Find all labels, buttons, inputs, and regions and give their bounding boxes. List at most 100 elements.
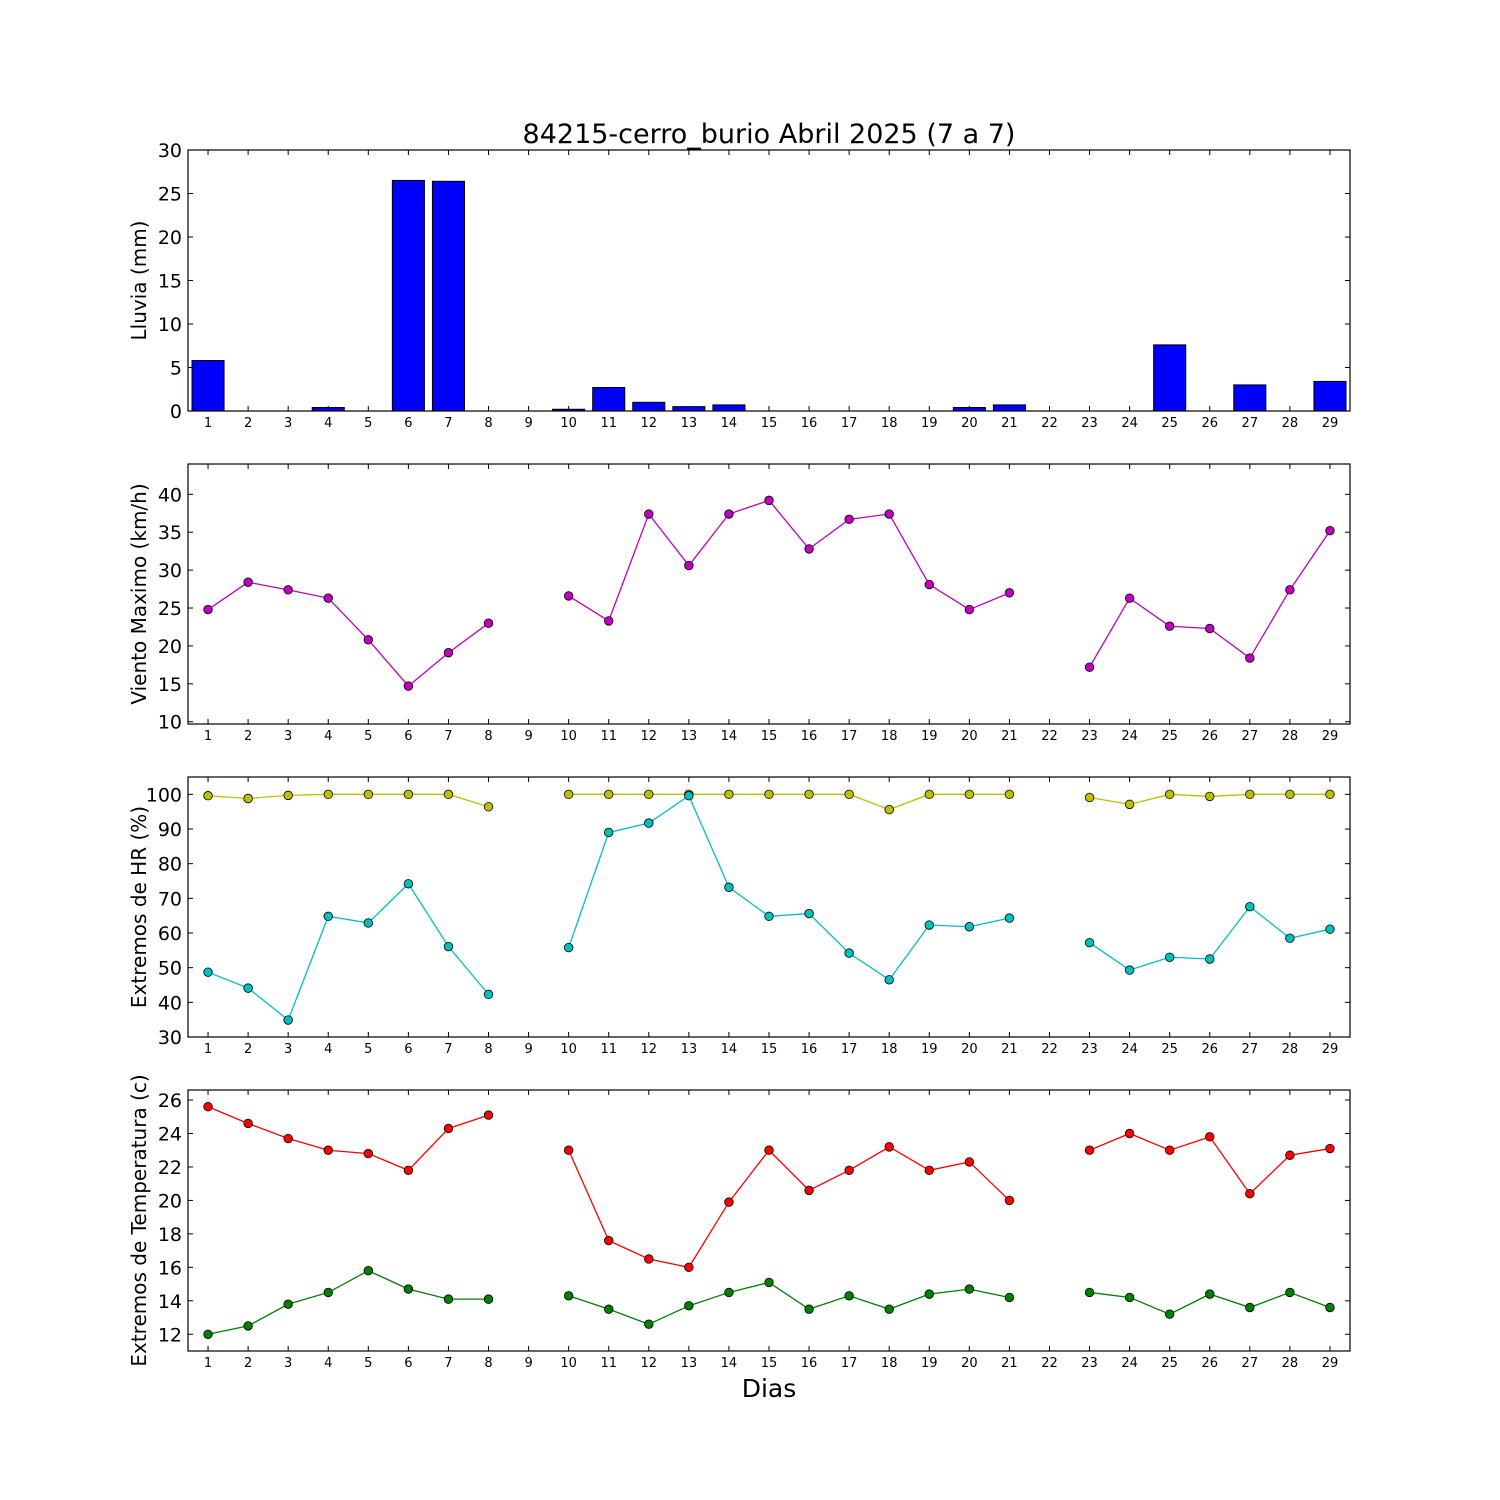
- x-tick-label: 9: [524, 1356, 532, 1371]
- x-tick-label: 24: [1121, 1356, 1138, 1371]
- x-tick-label: 9: [524, 1042, 532, 1057]
- x-tick-label: 25: [1161, 416, 1178, 431]
- y-tick-label: 15: [158, 674, 182, 696]
- x-tick-label: 29: [1322, 729, 1339, 744]
- x-tick-label: 12: [641, 1356, 658, 1371]
- x-tick-label: 19: [921, 729, 938, 744]
- data-point: [804, 1185, 814, 1196]
- y-tick-label: 30: [158, 1027, 182, 1049]
- y-tick-label: 100: [146, 784, 182, 806]
- x-tick-label: 28: [1282, 1356, 1299, 1371]
- data-point: [563, 789, 574, 800]
- x-tick-label: 4: [324, 729, 332, 744]
- series-line-2: [568, 1281, 1010, 1325]
- data-point: [804, 1304, 814, 1314]
- data-point: [243, 1321, 253, 1331]
- y-tick-label: 20: [158, 636, 182, 658]
- data-point: [724, 789, 734, 800]
- x-tick-label: 18: [881, 1042, 898, 1057]
- x-tick-label: 17: [841, 1042, 858, 1057]
- x-tick-label: 19: [921, 1042, 938, 1057]
- x-tick-label: 9: [524, 416, 532, 431]
- x-tick-label: 21: [1001, 729, 1018, 744]
- data-point: [804, 908, 814, 919]
- data-point: [964, 604, 975, 615]
- data-point: [964, 922, 975, 932]
- y-tick-label: 26: [158, 1090, 182, 1112]
- bar: [191, 360, 225, 412]
- plot-frame: [187, 776, 1351, 1038]
- x-tick-label: 8: [484, 416, 492, 431]
- data-point: [1164, 952, 1175, 962]
- bar: [391, 179, 425, 412]
- data-point: [1124, 799, 1135, 810]
- data-point: [804, 544, 814, 554]
- data-point: [283, 1299, 293, 1309]
- x-tick-label: 21: [1001, 1042, 1018, 1057]
- data-point: [644, 1254, 654, 1264]
- bar: [992, 404, 1026, 412]
- data-point: [644, 818, 654, 828]
- data-point: [644, 1319, 654, 1329]
- y-tick-label: 20: [158, 1190, 182, 1212]
- data-point: [724, 1287, 734, 1298]
- x-tick-label: 14: [721, 1356, 738, 1371]
- x-tick-label: 11: [600, 416, 617, 431]
- data-point: [1285, 1150, 1295, 1160]
- data-point: [1325, 924, 1335, 934]
- data-point: [924, 789, 934, 800]
- x-tick-label: 14: [721, 1042, 738, 1057]
- data-point: [1325, 1302, 1335, 1313]
- x-tick-label: 29: [1322, 416, 1339, 431]
- series-line-2: [207, 1269, 489, 1335]
- bar: [592, 387, 626, 412]
- series-line-1: [207, 793, 489, 808]
- data-point: [1004, 913, 1015, 923]
- x-tick-label: 21: [1001, 1356, 1018, 1371]
- x-tick-label: 10: [560, 1356, 577, 1371]
- x-tick-label: 18: [881, 729, 898, 744]
- data-point: [283, 1133, 293, 1144]
- x-tick-label: 25: [1161, 1356, 1178, 1371]
- y-tick-label: 30: [158, 140, 182, 162]
- series-line-1: [207, 581, 489, 688]
- data-point: [1004, 789, 1015, 800]
- x-tick-label: 19: [921, 416, 938, 431]
- x-tick-label: 7: [444, 1042, 452, 1057]
- x-tick-label: 15: [761, 416, 778, 431]
- data-point: [323, 789, 333, 800]
- x-tick-label: 26: [1201, 416, 1218, 431]
- data-point: [604, 789, 614, 800]
- data-point: [483, 1110, 494, 1120]
- data-point: [724, 509, 734, 519]
- bar: [431, 180, 465, 412]
- x-tick-label: 17: [841, 416, 858, 431]
- data-point: [764, 1145, 774, 1155]
- bar: [672, 406, 706, 412]
- bar: [1153, 344, 1187, 412]
- x-tick-label: 7: [444, 1356, 452, 1371]
- x-tick-label: 17: [841, 729, 858, 744]
- data-point: [1084, 1287, 1095, 1298]
- data-point: [483, 989, 494, 1000]
- series-line-1: [207, 1106, 489, 1172]
- data-point: [403, 789, 414, 800]
- series-line-2: [568, 794, 1010, 981]
- data-point: [684, 1301, 694, 1311]
- data-point: [764, 1277, 774, 1288]
- x-tick-label: 29: [1322, 1356, 1339, 1371]
- x-tick-label: 10: [560, 729, 577, 744]
- x-tick-label: 28: [1282, 1042, 1299, 1057]
- data-point: [724, 1197, 734, 1207]
- x-tick-label: 26: [1201, 1042, 1218, 1057]
- data-point: [1164, 1145, 1175, 1155]
- series-line-1: [568, 793, 1010, 811]
- y-tick-label: 5: [170, 358, 182, 380]
- y-tick-label: 60: [158, 923, 182, 945]
- data-point: [1205, 1132, 1215, 1142]
- x-tick-label: 4: [324, 1042, 332, 1057]
- data-point: [924, 1289, 934, 1299]
- data-point: [924, 920, 934, 930]
